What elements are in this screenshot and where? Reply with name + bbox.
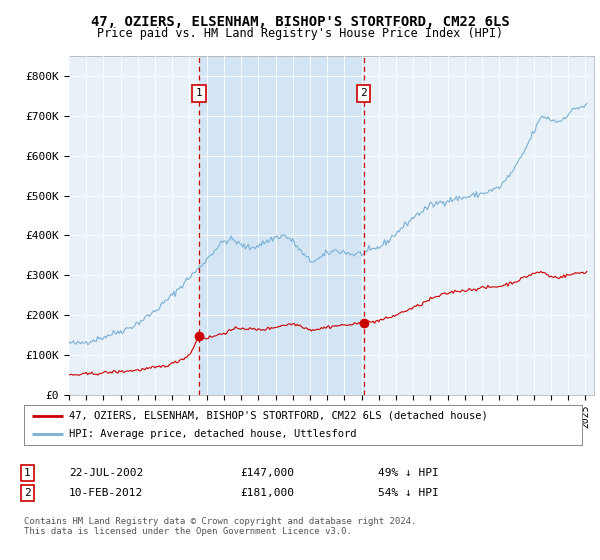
- Text: HPI: Average price, detached house, Uttlesford: HPI: Average price, detached house, Uttl…: [68, 430, 356, 439]
- Text: 2: 2: [361, 88, 367, 98]
- Text: 1: 1: [24, 468, 31, 478]
- Text: £147,000: £147,000: [240, 468, 294, 478]
- Text: 49% ↓ HPI: 49% ↓ HPI: [378, 468, 439, 478]
- Text: 47, OZIERS, ELSENHAM, BISHOP'S STORTFORD, CM22 6LS (detached house): 47, OZIERS, ELSENHAM, BISHOP'S STORTFORD…: [68, 411, 487, 421]
- Text: Price paid vs. HM Land Registry's House Price Index (HPI): Price paid vs. HM Land Registry's House …: [97, 27, 503, 40]
- Text: This data is licensed under the Open Government Licence v3.0.: This data is licensed under the Open Gov…: [24, 528, 352, 536]
- Text: £181,000: £181,000: [240, 488, 294, 498]
- Text: 54% ↓ HPI: 54% ↓ HPI: [378, 488, 439, 498]
- Text: 10-FEB-2012: 10-FEB-2012: [69, 488, 143, 498]
- Text: 47, OZIERS, ELSENHAM, BISHOP'S STORTFORD, CM22 6LS: 47, OZIERS, ELSENHAM, BISHOP'S STORTFORD…: [91, 15, 509, 29]
- Text: 22-JUL-2002: 22-JUL-2002: [69, 468, 143, 478]
- Bar: [199, 56, 364, 395]
- Text: 2: 2: [24, 488, 31, 498]
- Text: Contains HM Land Registry data © Crown copyright and database right 2024.: Contains HM Land Registry data © Crown c…: [24, 517, 416, 526]
- Text: 1: 1: [196, 88, 202, 98]
